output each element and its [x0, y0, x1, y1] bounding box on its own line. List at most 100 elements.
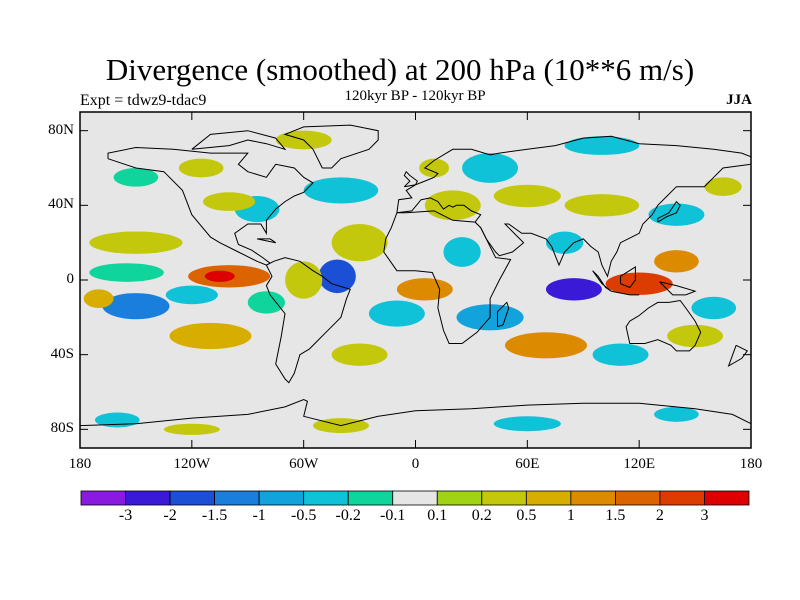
colorbar-label: -1 [252, 507, 266, 524]
colorbar-swatch-5 [303, 490, 349, 506]
coastline-14 [403, 170, 419, 188]
colorbar-label: -0.2 [335, 507, 361, 524]
divergence-anomaly-31 [667, 324, 724, 348]
y-tick-label: 0 [66, 271, 75, 287]
coastline-15 [727, 344, 749, 368]
colorbar-swatch-11 [570, 490, 616, 506]
divergence-anomaly-30 [592, 343, 649, 366]
colorbar-swatch-6 [347, 490, 394, 506]
y-tick-label: 40N [48, 196, 74, 213]
colorbar-swatch-9 [481, 490, 527, 506]
divergence-anomaly-6 [165, 285, 218, 305]
colorbar-swatch-8 [436, 490, 483, 506]
divergence-anomaly-32 [545, 278, 602, 301]
coastline-8 [592, 270, 612, 292]
coastline-6 [80, 398, 751, 427]
divergence-anomaly-39 [493, 416, 561, 432]
coastline-13 [497, 301, 510, 328]
x-tick-label: 60E [515, 456, 540, 472]
divergence-anomaly-2 [89, 231, 183, 254]
divergence-anomaly-27 [704, 177, 742, 197]
colorbar-label: -0.5 [290, 507, 317, 524]
map-title: Divergence (smoothed) at 200 hPa (10**6 … [105, 52, 695, 87]
divergence-anomaly-7 [169, 322, 252, 350]
divergence-anomaly-41 [163, 423, 220, 435]
divergence-anomaly-19 [396, 278, 453, 301]
divergence-anomaly-10 [285, 261, 323, 299]
divergence-anomaly-14 [203, 192, 256, 211]
divergence-anomaly-26 [648, 203, 705, 226]
colorbar-swatch-4 [258, 490, 305, 506]
divergence-anomaly-20 [424, 190, 481, 221]
divergence-anomaly-34 [605, 272, 673, 295]
colorbar-label: 1 [566, 507, 575, 524]
experiment-label: Expt = tdwz9-tdac9 [80, 92, 207, 109]
coastline-12 [657, 200, 681, 223]
divergence-anomaly-16 [178, 158, 224, 178]
divergence-anomaly-17 [331, 343, 388, 366]
colorbar-swatch-13 [659, 490, 705, 506]
coastline-9 [611, 290, 640, 296]
divergence-anomaly-21 [443, 237, 481, 267]
colorbar-label: 0.1 [427, 507, 448, 524]
divergence-anomaly-29 [504, 332, 587, 359]
axis-ticks [79, 112, 752, 448]
colorbar-swatch-7 [392, 490, 438, 506]
divergence-anomaly-33 [545, 231, 584, 254]
x-tick-label: 180 [739, 456, 763, 472]
colorbar-swatch-1 [125, 490, 171, 506]
y-tick-label: 40S [50, 345, 74, 362]
colorbar-swatch-3 [214, 490, 260, 506]
divergence-anomaly-9 [318, 259, 356, 294]
divergence-anomaly-42 [564, 136, 640, 155]
colorbar-label: 2 [655, 507, 664, 524]
coastline-0 [107, 146, 314, 266]
colorbar-label: -1.5 [201, 507, 228, 524]
divergence-anomaly-5 [83, 289, 114, 308]
map-subtitle: 120kyr BP - 120kyr BP [344, 88, 486, 104]
divergence-anomaly-23 [419, 158, 450, 178]
colorbar [80, 490, 750, 506]
divergence-anomaly-11 [331, 224, 388, 262]
colorbar-swatch-12 [615, 490, 661, 506]
divergence-anomaly-40 [654, 406, 699, 422]
divergence-anomaly-4 [102, 293, 170, 320]
coastlines [80, 124, 751, 427]
divergence-anomaly-8 [247, 291, 286, 314]
divergence-anomaly-22 [462, 153, 519, 183]
colorbar-label: 1.5 [605, 507, 626, 524]
divergence-anomaly-36 [691, 296, 737, 320]
divergence-anomaly-35 [654, 250, 699, 273]
colorbar-label: -2 [163, 507, 177, 524]
colorbar-swatch-0 [80, 490, 126, 506]
divergence-anomaly-1 [204, 270, 235, 282]
coastline-5 [625, 299, 702, 352]
x-tick-label: 60W [289, 456, 319, 472]
y-tick-label: 80S [50, 420, 74, 437]
x-tick-label: 0 [411, 456, 420, 472]
coastline-10 [620, 265, 636, 289]
coastline-7 [283, 124, 379, 169]
colorbar-label: 3 [700, 507, 709, 524]
colorbar-swatch-2 [169, 490, 215, 506]
divergence-anomaly-12 [303, 177, 379, 204]
coastline-11 [659, 281, 697, 296]
x-tick-label: 180 [68, 456, 92, 472]
divergence-anomaly-15 [113, 168, 159, 187]
colorbar-label: -0.1 [380, 507, 406, 524]
colorbar-label: -3 [118, 507, 133, 524]
coastline-2 [383, 210, 512, 344]
divergence-anomaly-3 [89, 263, 164, 282]
coastline-17 [256, 238, 276, 244]
colorbar-swatch-14 [704, 490, 750, 506]
season-label: JJA [726, 92, 752, 108]
coastline-16 [191, 130, 287, 151]
coastline-1 [265, 257, 351, 384]
coastline-3 [396, 135, 751, 213]
y-tick-label: 80N [48, 121, 74, 138]
colorbar-label: 0.5 [516, 507, 537, 524]
x-tick-label: 120E [623, 456, 655, 472]
divergence-anomaly-18 [368, 300, 425, 327]
colorbar-label: 0.2 [471, 507, 492, 524]
divergence-anomaly-24 [493, 184, 561, 208]
